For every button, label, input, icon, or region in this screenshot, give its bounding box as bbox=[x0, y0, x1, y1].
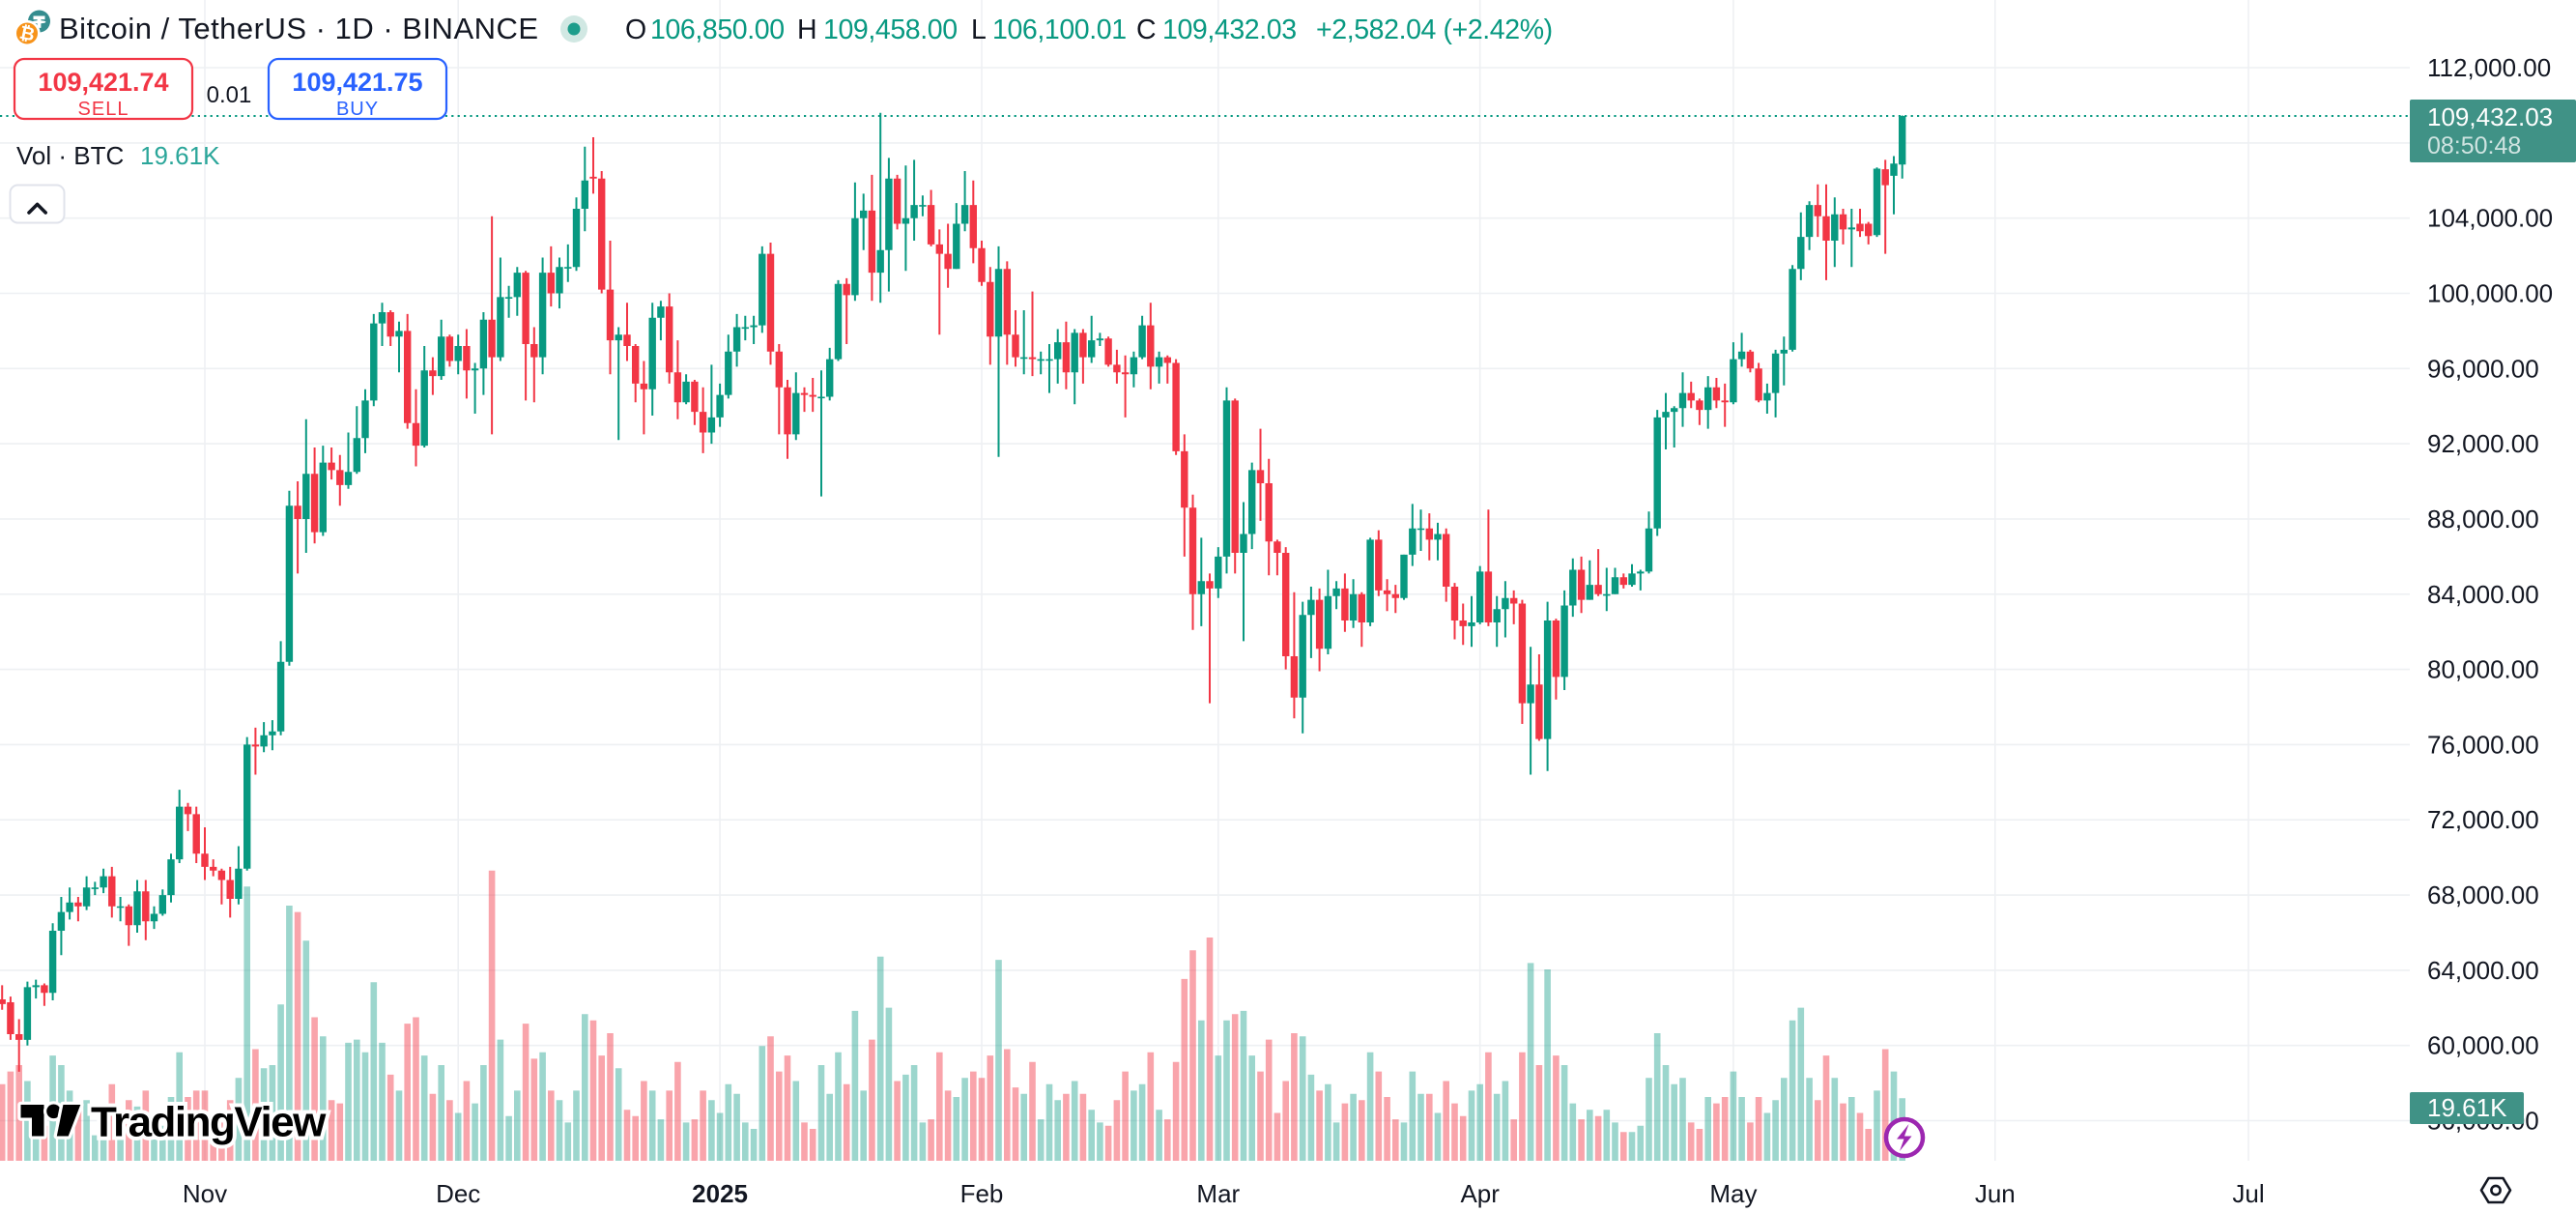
svg-text:SELL: SELL bbox=[78, 99, 129, 120]
svg-text:Jul: Jul bbox=[2232, 1179, 2264, 1208]
svg-text:Dec: Dec bbox=[436, 1179, 480, 1208]
svg-text:Jun: Jun bbox=[1975, 1179, 2016, 1208]
svg-text:Feb: Feb bbox=[960, 1179, 1004, 1208]
svg-text:112,000.00: 112,000.00 bbox=[2427, 53, 2551, 82]
svg-text:96,000.00: 96,000.00 bbox=[2427, 354, 2539, 383]
svg-text:104,000.00: 104,000.00 bbox=[2427, 204, 2553, 233]
svg-text:Apr: Apr bbox=[1460, 1179, 1500, 1208]
svg-text:BUY: BUY bbox=[336, 99, 379, 120]
svg-text:TradingView: TradingView bbox=[91, 1099, 327, 1146]
svg-text:80,000.00: 80,000.00 bbox=[2427, 655, 2539, 684]
svg-text:72,000.00: 72,000.00 bbox=[2427, 805, 2539, 834]
svg-text:60,000.00: 60,000.00 bbox=[2427, 1031, 2539, 1060]
svg-text:100,000.00: 100,000.00 bbox=[2427, 279, 2553, 308]
svg-text:68,000.00: 68,000.00 bbox=[2427, 880, 2539, 909]
svg-text:76,000.00: 76,000.00 bbox=[2427, 730, 2539, 759]
svg-text:109,421.75: 109,421.75 bbox=[292, 68, 422, 97]
svg-text:88,000.00: 88,000.00 bbox=[2427, 505, 2539, 534]
svg-text:109,432.03: 109,432.03 bbox=[2427, 102, 2553, 131]
svg-text:92,000.00: 92,000.00 bbox=[2427, 429, 2539, 458]
svg-text:2025: 2025 bbox=[692, 1179, 748, 1208]
svg-text:64,000.00: 64,000.00 bbox=[2427, 956, 2539, 985]
svg-text:Bitcoin / TetherUS · 1D · BINA: Bitcoin / TetherUS · 1D · BINANCE bbox=[59, 12, 539, 45]
svg-text:109,421.74: 109,421.74 bbox=[38, 68, 168, 97]
svg-text:May: May bbox=[1709, 1179, 1757, 1208]
svg-text:Mar: Mar bbox=[1196, 1179, 1240, 1208]
svg-text:19.61K: 19.61K bbox=[2427, 1093, 2507, 1122]
svg-text:Vol · BTC: Vol · BTC bbox=[16, 141, 124, 170]
svg-text:0.01: 0.01 bbox=[207, 82, 252, 108]
svg-text:19.61K: 19.61K bbox=[140, 141, 220, 170]
svg-text:Nov: Nov bbox=[183, 1179, 227, 1208]
svg-text:₿: ₿ bbox=[17, 23, 37, 46]
svg-text:84,000.00: 84,000.00 bbox=[2427, 580, 2539, 609]
svg-text:08:50:48: 08:50:48 bbox=[2427, 132, 2521, 159]
